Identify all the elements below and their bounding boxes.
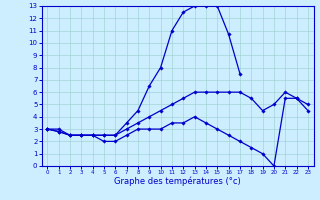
X-axis label: Graphe des températures (°c): Graphe des températures (°c)	[114, 177, 241, 186]
